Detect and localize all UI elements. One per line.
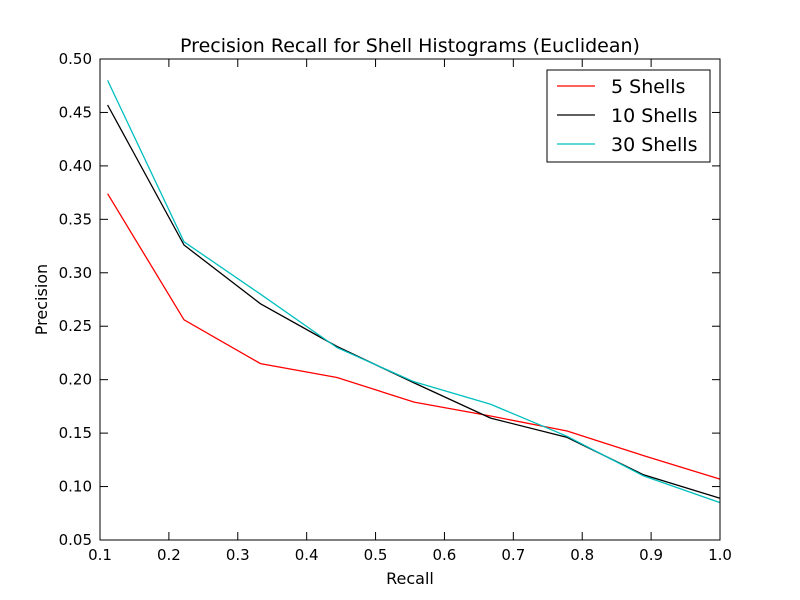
y-axis-label: Precision — [32, 264, 51, 335]
legend-label-1: 5 Shells — [611, 76, 685, 98]
series-line-3 — [107, 80, 721, 504]
y-tick-label: 0.30 — [59, 264, 92, 282]
ticks-layer: 0.1 0.2 0.3 0.4 0.5 0.6 0.7 0.8 0.9 1.0 0.05 0.10 0.… — [59, 50, 732, 564]
series-layer — [107, 80, 721, 504]
y-tick-label: 0.05 — [59, 531, 92, 549]
x-tick-label: 0.9 — [639, 546, 663, 564]
series-line-1 — [107, 193, 721, 480]
legend-label-2: 10 Shells — [611, 105, 697, 127]
chart-title: Precision Recall for Shell Histograms (E… — [180, 35, 640, 57]
x-tick-label: 0.8 — [570, 546, 594, 564]
x-tick-label: 0.2 — [157, 546, 181, 564]
y-tick-label: 0.45 — [59, 103, 92, 121]
y-tick-label: 0.50 — [59, 50, 92, 68]
x-tick-label: 0.7 — [501, 546, 525, 564]
legend-box — [546, 69, 711, 163]
x-tick-label: 0.4 — [295, 546, 319, 564]
plot-frame — [99, 58, 721, 541]
y-tick-label: 0.15 — [59, 424, 92, 442]
y-tick-label: 0.25 — [59, 317, 92, 335]
y-tick-label: 0.40 — [59, 157, 92, 175]
y-tick-label: 0.10 — [59, 478, 92, 496]
legend-label-3: 30 Shells — [611, 134, 697, 156]
legend: 5 Shells 10 Shells 30 Shells — [546, 69, 711, 163]
y-tick-label: 0.20 — [59, 371, 92, 389]
x-axis-label: Recall — [386, 569, 434, 588]
x-tick-label: 0.6 — [433, 546, 457, 564]
x-tick-label: 0.3 — [226, 546, 250, 564]
y-tick-label: 0.35 — [59, 210, 92, 228]
x-tick-label: 0.5 — [364, 546, 388, 564]
series-line-2 — [107, 104, 721, 499]
x-tick-label: 0.1 — [88, 546, 112, 564]
x-tick-label: 1.0 — [708, 546, 732, 564]
